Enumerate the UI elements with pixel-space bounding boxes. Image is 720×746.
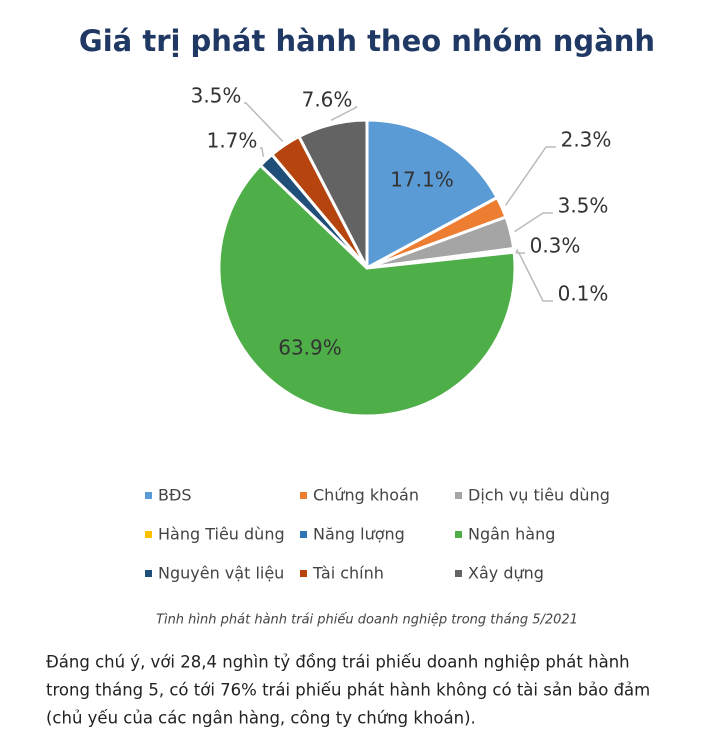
legend-swatch: [455, 492, 462, 499]
body-text: (chủ yếu của các ngân hàng, công ty chứn…: [46, 709, 476, 728]
legend-label: Ngân hàng: [468, 525, 555, 544]
data-label: 3.5%: [558, 194, 609, 218]
legend-label: Dịch vụ tiêu dùng: [468, 486, 610, 505]
chart-title: Giá trị phát hành theo nhóm ngành: [79, 24, 655, 58]
body-text: Đáng chú ý, với 28,4 nghìn tỷ đồng trái …: [46, 653, 630, 672]
legend-swatch: [300, 531, 307, 538]
legend-label: BĐS: [158, 486, 192, 505]
legend-swatch: [145, 492, 152, 499]
data-label: 0.1%: [558, 282, 609, 306]
legend-label: Xây dựng: [468, 564, 544, 583]
pie-slice: [296, 118, 369, 269]
leader-line: [517, 250, 553, 302]
leader-line: [260, 147, 265, 157]
data-label: 0.3%: [530, 234, 581, 258]
pie-slice: [217, 163, 517, 418]
legend-label: Năng lượng: [313, 525, 405, 544]
legend-swatch: [145, 531, 152, 538]
data-label: 2.3%: [561, 128, 612, 152]
legend-label: Hàng Tiêu dùng: [158, 525, 285, 544]
data-label: 17.1%: [390, 168, 454, 192]
leader-line: [513, 248, 525, 254]
leader-line: [504, 146, 556, 206]
leader-line: [244, 102, 284, 143]
caption: Tình hình phát hành trái phiếu doanh ngh…: [156, 613, 578, 628]
legend-label: Nguyên vật liệu: [158, 564, 284, 583]
legend-swatch: [455, 570, 462, 577]
legend-swatch: [300, 570, 307, 577]
body-text: trong tháng 5, có tới 76% trái phiếu phá…: [46, 681, 650, 700]
data-label: 63.9%: [278, 336, 342, 360]
legend-label: Tài chính: [312, 564, 384, 583]
data-label: 1.7%: [207, 129, 258, 153]
legend-swatch: [455, 531, 462, 538]
leader-line: [514, 212, 553, 233]
data-label: 3.5%: [191, 84, 242, 108]
legend-label: Chứng khoán: [313, 486, 419, 505]
leader-line: [330, 106, 358, 121]
data-label: 7.6%: [302, 88, 353, 112]
legend-swatch: [145, 570, 152, 577]
pie-slice: [365, 118, 500, 271]
legend-swatch: [300, 492, 307, 499]
